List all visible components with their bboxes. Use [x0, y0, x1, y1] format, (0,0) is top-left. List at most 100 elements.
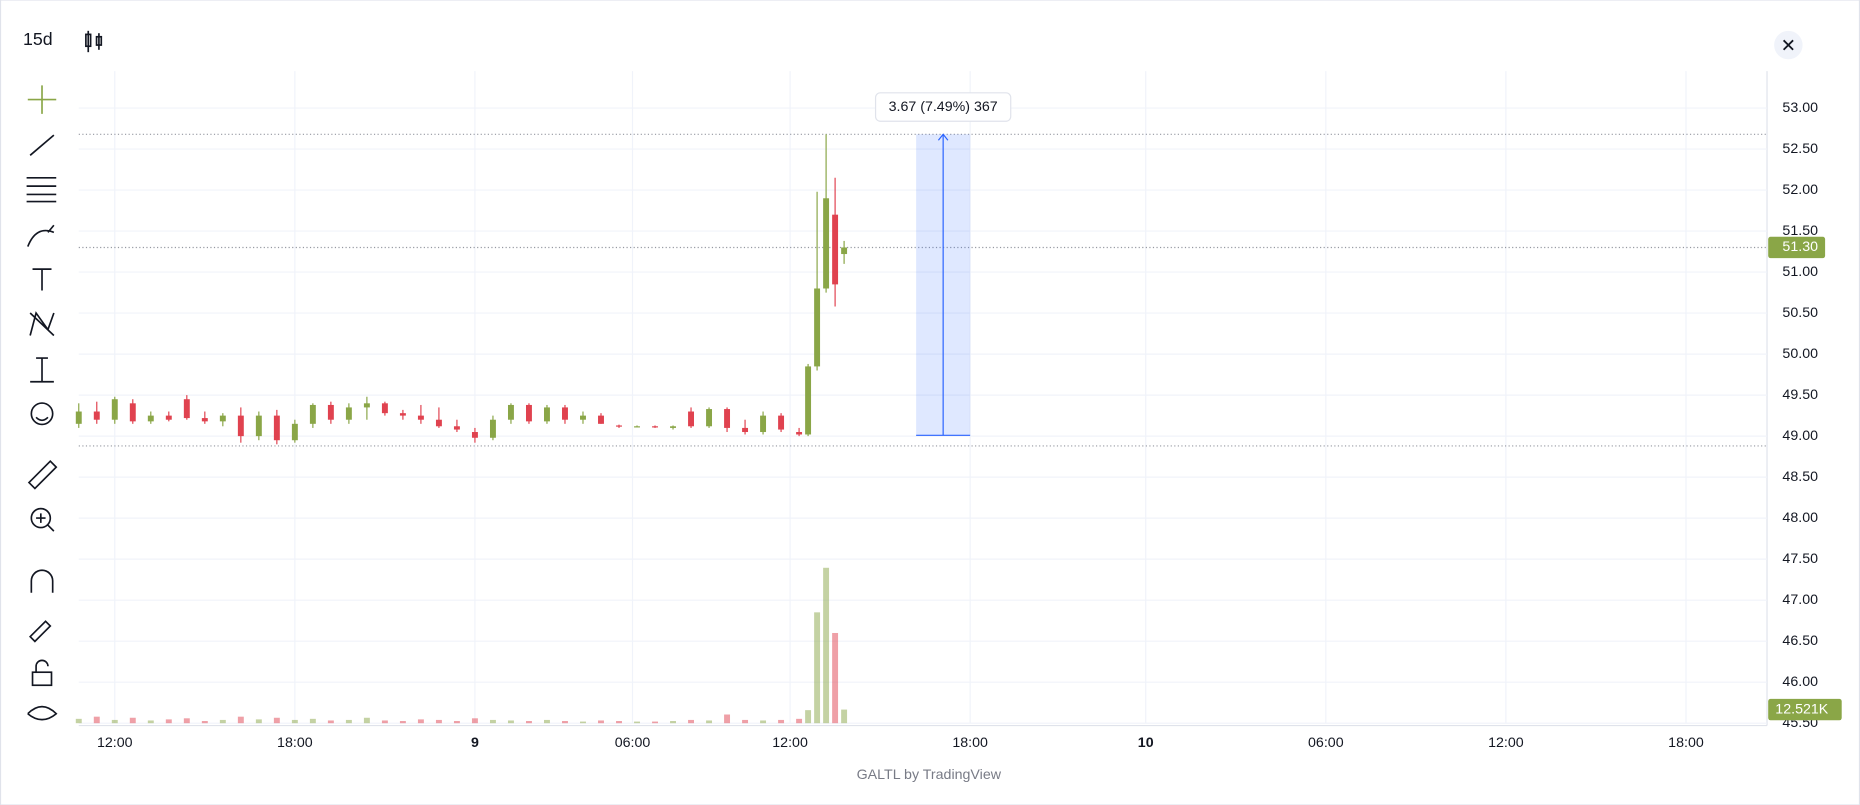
candle-body: [507, 404, 514, 420]
candle-body: [219, 415, 226, 422]
chart-type-button[interactable]: [85, 30, 103, 53]
close-button[interactable]: [1774, 30, 1803, 60]
zoom-tool[interactable]: [30, 507, 55, 532]
watermark: GALTL by TradingView: [857, 767, 1002, 783]
volume-bar: [598, 720, 604, 724]
y-tick-label: 48.00: [1782, 510, 1818, 526]
x-tick-label: 9: [471, 735, 479, 751]
lock-tool[interactable]: [31, 659, 53, 687]
y-tick-label: 51.50: [1782, 223, 1818, 239]
x-tick-label: 18:00: [952, 735, 988, 751]
candle-body: [670, 426, 676, 428]
volume-bar: [616, 721, 622, 724]
emoji-tool[interactable]: [30, 402, 54, 426]
candle-body: [652, 426, 658, 428]
volume-bar: [562, 721, 568, 724]
y-tick-label: 52.00: [1782, 182, 1818, 198]
volume-bar: [309, 718, 316, 724]
volume-bar: [111, 719, 118, 724]
candle-body: [147, 415, 154, 422]
volume-bar: [75, 718, 82, 724]
interval-button[interactable]: 15d: [23, 29, 53, 49]
x-tick-label: 06:00: [1308, 735, 1344, 751]
visibility-tool[interactable]: [27, 705, 58, 721]
volume-bar: [778, 719, 785, 724]
y-tick-label: 46.00: [1782, 674, 1818, 690]
candle-body: [634, 426, 640, 428]
volume-bar: [805, 710, 812, 724]
volume-bar: [435, 719, 442, 724]
candle-body: [616, 425, 622, 427]
last-volume-badge: [1768, 698, 1842, 721]
magnet-tool[interactable]: [30, 569, 54, 593]
candle-body: [255, 415, 262, 437]
y-tick-label: 53.00: [1782, 100, 1818, 116]
candle-body: [93, 411, 100, 420]
lock-drawings-tool[interactable]: [28, 620, 52, 643]
candle-body: [75, 411, 82, 424]
y-tick-label: 48.50: [1782, 469, 1818, 485]
y-tick-label: 51.00: [1782, 264, 1818, 280]
volume-bar: [724, 714, 731, 724]
volume-bar: [219, 719, 226, 724]
x-tick-label: 10: [1138, 735, 1154, 751]
volume-bar: [634, 721, 640, 724]
ruler-tool[interactable]: [27, 460, 58, 490]
y-tick-label: 46.50: [1782, 633, 1818, 649]
fib-tool[interactable]: [26, 177, 57, 203]
volume-bar: [399, 721, 406, 724]
x-tick-label: 12:00: [1488, 735, 1524, 751]
volume-bar: [580, 721, 586, 724]
x-tick-label: 18:00: [1668, 735, 1704, 751]
candle-body: [345, 407, 352, 420]
volume-bar: [489, 719, 496, 724]
brush-tool[interactable]: [27, 224, 55, 247]
candle-body: [129, 403, 136, 422]
last-volume-label: 12.521K: [1775, 701, 1828, 717]
candle-body: [183, 399, 190, 419]
volume-bar: [823, 567, 830, 724]
crosshair-tool[interactable]: [27, 85, 57, 114]
y-tick-label: 52.50: [1782, 141, 1818, 157]
volume-bar: [183, 718, 190, 724]
volume-bar: [165, 719, 172, 724]
candle-body: [399, 413, 406, 416]
candle-body: [778, 415, 785, 430]
measure-label: 3.67 (7.49%) 367: [889, 99, 998, 115]
y-tick-label: 50.00: [1782, 346, 1818, 362]
candle-body: [832, 214, 839, 285]
candle-body: [309, 404, 316, 424]
volume-bar: [760, 720, 767, 724]
candle-body: [327, 404, 334, 420]
candle-body: [471, 432, 478, 438]
volume-bar: [525, 721, 532, 724]
y-tick-label: 47.00: [1782, 592, 1818, 608]
candle-body: [291, 423, 298, 441]
volume-bar: [814, 612, 821, 724]
volume-bar: [237, 716, 244, 724]
projection-tool[interactable]: [30, 357, 54, 383]
volume-bar: [273, 717, 280, 724]
candle-body: [598, 415, 604, 424]
text-tool[interactable]: [32, 268, 52, 291]
x-tick-label: 18:00: [277, 735, 313, 751]
candle-body: [742, 427, 749, 433]
candle-body: [489, 419, 496, 438]
trend-line-tool[interactable]: [29, 134, 55, 156]
volume-bar: [201, 721, 208, 724]
y-tick-label: 49.00: [1782, 428, 1818, 444]
y-tick-label: 49.50: [1782, 387, 1818, 403]
last-price-badge: [1768, 236, 1826, 259]
volume-bar: [706, 720, 713, 724]
volume-bar: [796, 718, 803, 724]
candle-body: [165, 415, 172, 420]
candle-body: [363, 403, 370, 408]
x-tick-label: 12:00: [772, 735, 808, 751]
candle-body: [796, 432, 803, 435]
candle-body: [237, 415, 244, 437]
volume-bar: [670, 721, 676, 724]
pattern-tool[interactable]: [29, 311, 55, 337]
candle-body: [724, 409, 731, 428]
